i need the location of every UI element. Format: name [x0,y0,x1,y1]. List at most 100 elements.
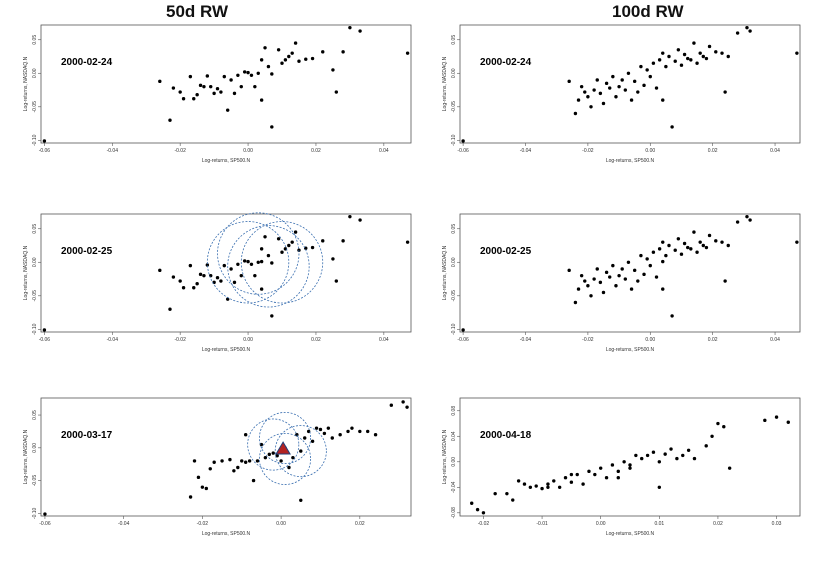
data-point [589,105,593,109]
data-point [692,230,696,234]
y-tick-label: 0.05 [32,224,38,234]
y-tick-label: 0.00 [32,443,38,453]
data-point [661,259,665,264]
data-point [629,287,634,291]
data-point [247,459,252,463]
y-tick-label: -0.10 [32,323,38,335]
x-tick-label: 0.00 [596,521,606,527]
data-point [645,453,650,458]
y-tick-label: -0.05 [32,475,38,487]
data-point [692,456,697,461]
x-tick-label: 0.00 [276,521,286,527]
data-point [188,495,193,499]
data-point [581,482,585,486]
data-point [215,86,220,91]
data-point [716,421,720,426]
data-point [266,64,271,69]
data-point [745,25,749,30]
data-point [334,279,339,283]
data-point [461,139,465,143]
data-point [786,420,790,424]
data-point [220,459,224,463]
data-point [628,466,632,470]
data-point [287,465,291,470]
data-point [348,25,352,30]
data-point [576,287,581,291]
y-tick-label: 0.00 [32,257,38,267]
data-point [567,79,571,84]
data-point [322,431,327,436]
data-point [604,81,609,86]
y-tick-label: -0.05 [451,101,457,113]
data-point [748,218,752,222]
date-label: 2000-02-25 [480,246,532,257]
x-tick-label: 0.02 [713,521,723,527]
data-point [704,56,709,61]
data-point [636,90,640,94]
x-axis-label: Log-returns, SP500.N [202,347,251,353]
data-point [610,463,615,467]
data-point [557,485,562,489]
data-point [236,73,240,77]
data-point [614,95,618,99]
data-point [192,459,197,463]
data-point [366,429,370,434]
y-axis-label: Log-returns, NASDAQ.N [442,245,448,300]
data-point [299,498,303,502]
data-point [350,426,354,430]
data-point [720,240,724,244]
data-point [270,314,274,318]
y-tick-label: -0.05 [451,290,457,302]
data-point [209,273,213,278]
data-point [670,125,674,129]
y-axis-label: Log-returns, NASDAQ.N [23,245,29,300]
data-point [573,111,578,116]
data-point [686,56,690,61]
data-point [266,253,271,258]
data-point [661,240,665,244]
data-point [243,433,248,437]
x-tick-label: -0.02 [174,337,186,343]
data-point [622,460,626,464]
data-point [657,247,662,251]
data-point [727,466,732,470]
data-point [212,91,216,96]
y-tick-label: -0.10 [451,323,457,335]
data-point [651,250,656,254]
data-point [181,286,186,290]
data-point [304,57,308,61]
data-point [341,50,345,54]
y-axis-label: Log-returns, NASDAQ.N [23,429,29,484]
data-point [645,68,649,72]
data-point [275,453,279,458]
data-point [283,58,288,62]
x-tick-label: -0.02 [582,148,594,154]
data-point [290,240,294,244]
data-point [212,460,216,464]
data-point [704,444,708,448]
data-point [639,253,643,258]
data-point [168,118,172,122]
x-tick-label: -0.02 [478,521,490,527]
data-point [626,71,631,75]
data-point [242,259,247,263]
x-tick-label: -0.04 [520,337,532,343]
data-point [645,257,649,261]
x-tick-label: 0.02 [311,337,321,343]
scatter-panel-6: -0.02 -0.01 0.00 0.01 0.02 0.03 -0.08 -0.04 0.00… [442,397,801,537]
data-point [632,268,637,273]
data-point [200,485,205,489]
data-point [256,260,260,264]
data-point [236,262,240,266]
data-point [232,469,236,473]
date-label: 2000-02-24 [61,57,113,68]
data-point [601,101,606,106]
data-point [667,54,671,59]
data-point [270,125,274,129]
data-point [634,453,638,458]
data-point [608,86,612,90]
data-point [598,280,603,285]
data-point [192,286,196,290]
data-point [614,284,618,288]
